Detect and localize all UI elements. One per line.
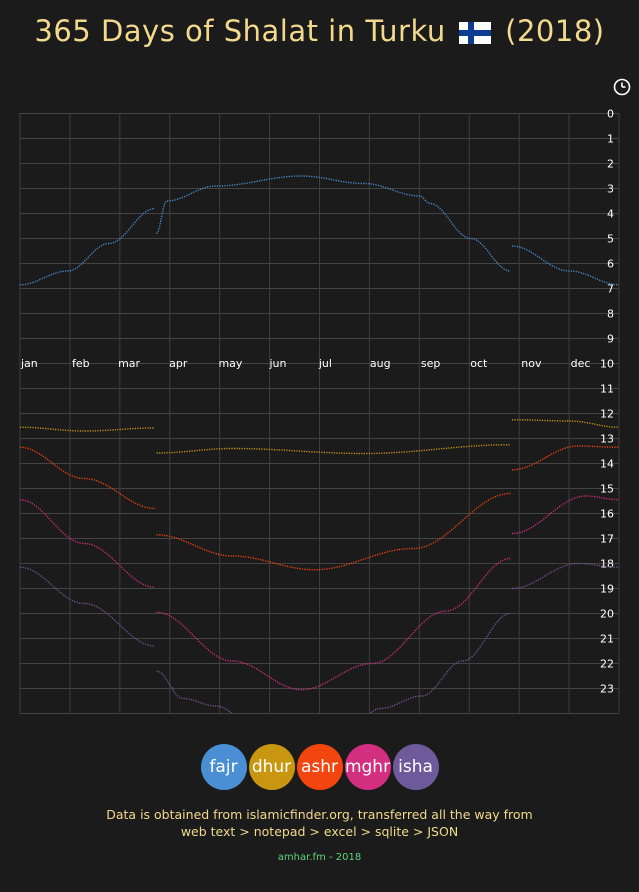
month-label: sep	[421, 357, 440, 370]
series-line-fajr	[156, 175, 511, 272]
month-label: dec	[571, 357, 591, 370]
month-label: may	[218, 357, 242, 370]
month-label: feb	[72, 357, 90, 370]
y-tick-label: 7	[607, 283, 614, 296]
series-line-fajr	[511, 245, 619, 286]
month-label: jun	[268, 357, 286, 370]
series-line-mghr	[156, 557, 511, 691]
y-tick-label: 14	[600, 458, 614, 471]
y-tick-label: 3	[607, 183, 614, 196]
finland-flag-icon	[459, 22, 492, 44]
series-line-ashr	[156, 492, 511, 571]
series-line-fajr	[20, 207, 155, 286]
month-labels: jan feb mar apr may jun jul aug sep oct nov dec	[20, 357, 590, 370]
y-tick-label: 20	[600, 608, 614, 621]
y-tick-label: 23	[600, 683, 614, 696]
y-tick-label: 9	[607, 333, 614, 346]
y-tick-label: 11	[600, 383, 614, 396]
series-line-mghr	[20, 499, 155, 588]
month-label: nov	[521, 357, 542, 370]
series-line-ashr	[20, 446, 155, 510]
y-tick-label: 21	[600, 633, 614, 646]
page-title: 365 Days of Shalat in Turku (2018)	[0, 14, 639, 48]
legend-item-isha[interactable]: isha	[392, 744, 439, 790]
legend-item-mghr[interactable]: mghr	[344, 744, 391, 790]
chart-grid	[19, 113, 620, 714]
y-tick-label: 16	[600, 508, 614, 521]
y-tick-label: 22	[600, 658, 614, 671]
y-tick-label: 12	[600, 408, 614, 421]
y-tick-label: 2	[607, 158, 614, 171]
y-tick-label: 4	[607, 208, 614, 221]
month-label: jan	[20, 357, 38, 370]
y-tick-label: 6	[607, 258, 614, 271]
series-line-dhur	[156, 444, 511, 455]
legend-item-dhur[interactable]: dhur	[248, 744, 295, 790]
series-line-mghr	[512, 495, 619, 535]
clock-icon[interactable]	[612, 77, 632, 97]
series-line-dhur	[20, 426, 155, 432]
y-tick-label: 10	[600, 358, 614, 371]
series-line-dhur	[512, 419, 619, 428]
series-line-isha	[512, 562, 619, 590]
legend-item-fajr[interactable]: fajr	[200, 744, 247, 790]
title-year: (2018)	[505, 14, 605, 48]
y-tick-label: 15	[600, 483, 614, 496]
month-label: mar	[118, 357, 140, 370]
note-line-2: web text > notepad > excel > sqlite > JS…	[180, 824, 459, 839]
y-tick-label: 13	[600, 433, 614, 446]
month-label: apr	[169, 357, 188, 370]
legend-item-ashr[interactable]: ashr	[296, 744, 343, 790]
series-line-isha	[156, 612, 511, 713]
series-line-isha	[20, 566, 155, 647]
month-label: aug	[370, 357, 391, 370]
y-tick-label: 18	[600, 558, 614, 571]
y-tick-label: 1	[607, 133, 614, 146]
series-line-ashr	[511, 445, 619, 471]
month-label: oct	[470, 357, 488, 370]
data-source-note: Data is obtained from islamicfinder.org,…	[0, 806, 639, 840]
y-tick-label: 17	[600, 533, 614, 546]
legend: fajr dhur ashr mghr isha	[0, 744, 639, 790]
month-label: jul	[318, 357, 332, 370]
series-lines	[20, 175, 619, 713]
title-text: 365 Days of Shalat in Turku	[34, 14, 446, 48]
y-tick-label: 0	[607, 108, 614, 121]
y-tick-label: 8	[607, 308, 614, 321]
note-line-1: Data is obtained from islamicfinder.org,…	[106, 807, 533, 822]
y-tick-label: 5	[607, 233, 614, 246]
y-tick-label: 19	[600, 583, 614, 596]
footer-credit: amhar.fm - 2018	[277, 852, 362, 863]
